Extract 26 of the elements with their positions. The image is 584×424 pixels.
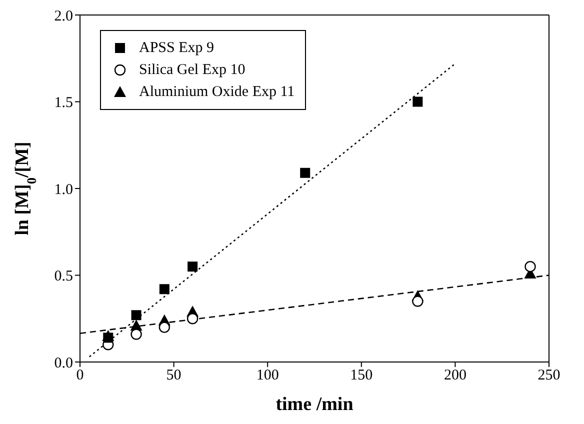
point — [131, 310, 142, 320]
x-tick-label: 250 — [538, 368, 560, 384]
point — [412, 96, 423, 107]
x-tick-label: 50 — [166, 368, 182, 384]
x-tick-label: 150 — [350, 368, 373, 384]
point — [300, 168, 310, 178]
y-tick-label: 2.0 — [54, 8, 73, 24]
point — [130, 328, 142, 340]
point — [188, 262, 198, 272]
legend-label: Silica Gel Exp 10 — [139, 62, 246, 78]
point — [158, 322, 170, 333]
x-tick-label: 100 — [256, 368, 279, 384]
x-axis-title: time /min — [276, 394, 354, 415]
point — [412, 296, 424, 307]
point — [186, 313, 198, 324]
x-tick-label: 0 — [76, 368, 84, 384]
point — [159, 284, 170, 294]
x-tick-label: 200 — [444, 368, 466, 384]
point — [103, 332, 114, 343]
legend-label: Aluminium Oxide Exp 11 — [139, 84, 295, 100]
y-tick-label: 1.5 — [54, 95, 73, 112]
y-tick-label: 0.0 — [54, 355, 73, 372]
y-tick-label: 1.0 — [54, 182, 73, 198]
y-tick-label: 0.5 — [54, 268, 73, 285]
legend-label: APSS Exp 9 — [139, 40, 214, 56]
point — [524, 260, 536, 272]
